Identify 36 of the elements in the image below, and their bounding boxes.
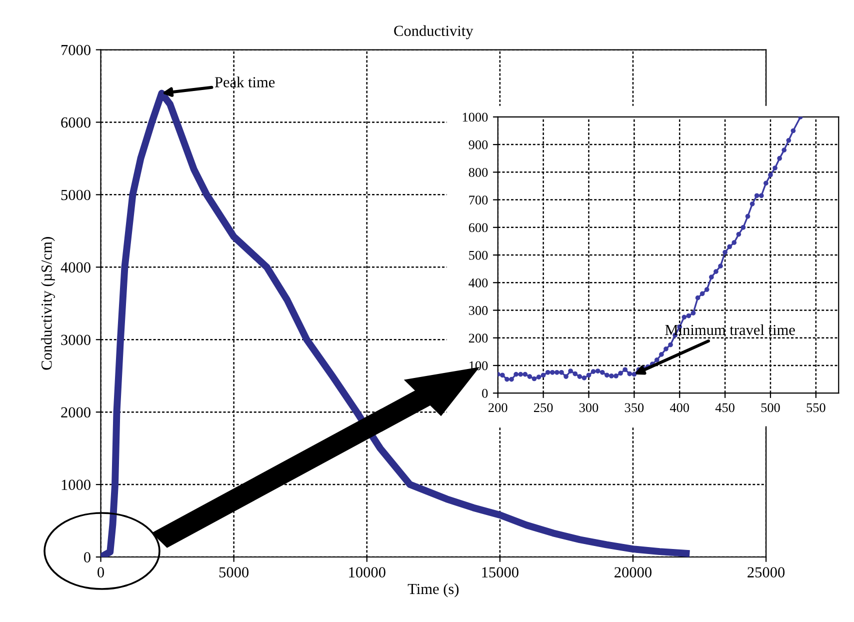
y-tick-label: 2000 [61,407,90,418]
y-tick-label: 4000 [60,262,90,273]
y-tick-label: 7000 [62,44,90,56]
x-axis-title: Time (s) [408,583,459,598]
x-tick-label: 400 [670,403,690,412]
y-tick-label: 1000 [62,480,90,490]
y-tick-label: 3000 [61,334,90,346]
y-tick-label: 0 [84,552,90,562]
y-tick-label: 700 [469,196,488,204]
x-tick-label: 0 [98,567,104,578]
y-tick-label: 200 [468,334,488,343]
y-tick-label: 1000 [462,112,488,122]
y-axis-title: Conductivity (µS/cm) [41,237,55,370]
y-tick-label: 900 [468,140,488,150]
x-tick-label: 20000 [614,567,652,578]
x-tick-label: 200 [488,403,508,412]
x-tick-label: 500 [761,403,780,412]
x-tick-label: 350 [624,403,644,412]
y-tick-label: 6000 [61,117,90,128]
y-tick-label: 800 [468,168,488,177]
y-tick-label: 400 [468,278,488,288]
chart-title: Conductivity [394,25,474,40]
x-tick-label: 5000 [219,567,249,578]
y-tick-label: 500 [469,250,488,260]
y-tick-label: 5000 [61,190,90,200]
y-tick-label: 300 [469,306,488,315]
x-tick-label: 25000 [748,567,785,578]
y-tick-label: 0 [482,388,488,398]
y-tick-label: 600 [468,223,488,232]
annotation: Peak time [214,76,275,88]
x-tick-label: 250 [534,403,553,412]
x-tick-label: 550 [806,403,826,412]
x-tick-label: 15000 [482,567,518,578]
x-tick-label: 450 [715,403,734,412]
x-tick-label: 300 [579,403,598,412]
x-tick-label: 10000 [349,567,386,578]
